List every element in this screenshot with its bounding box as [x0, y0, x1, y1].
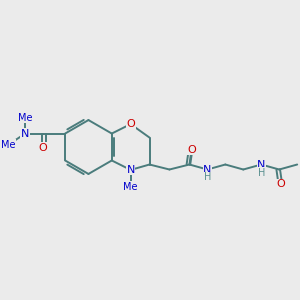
- Text: Me: Me: [1, 140, 16, 149]
- Text: Me: Me: [123, 182, 138, 192]
- Text: H: H: [258, 167, 265, 178]
- Text: Me: Me: [18, 112, 32, 123]
- Text: O: O: [277, 179, 286, 190]
- Text: H: H: [204, 172, 211, 182]
- Text: O: O: [39, 142, 47, 152]
- Text: N: N: [127, 165, 135, 175]
- Text: N: N: [203, 164, 212, 175]
- Text: N: N: [257, 160, 266, 170]
- Text: N: N: [21, 128, 29, 139]
- Text: O: O: [126, 119, 135, 129]
- Text: O: O: [187, 145, 196, 154]
